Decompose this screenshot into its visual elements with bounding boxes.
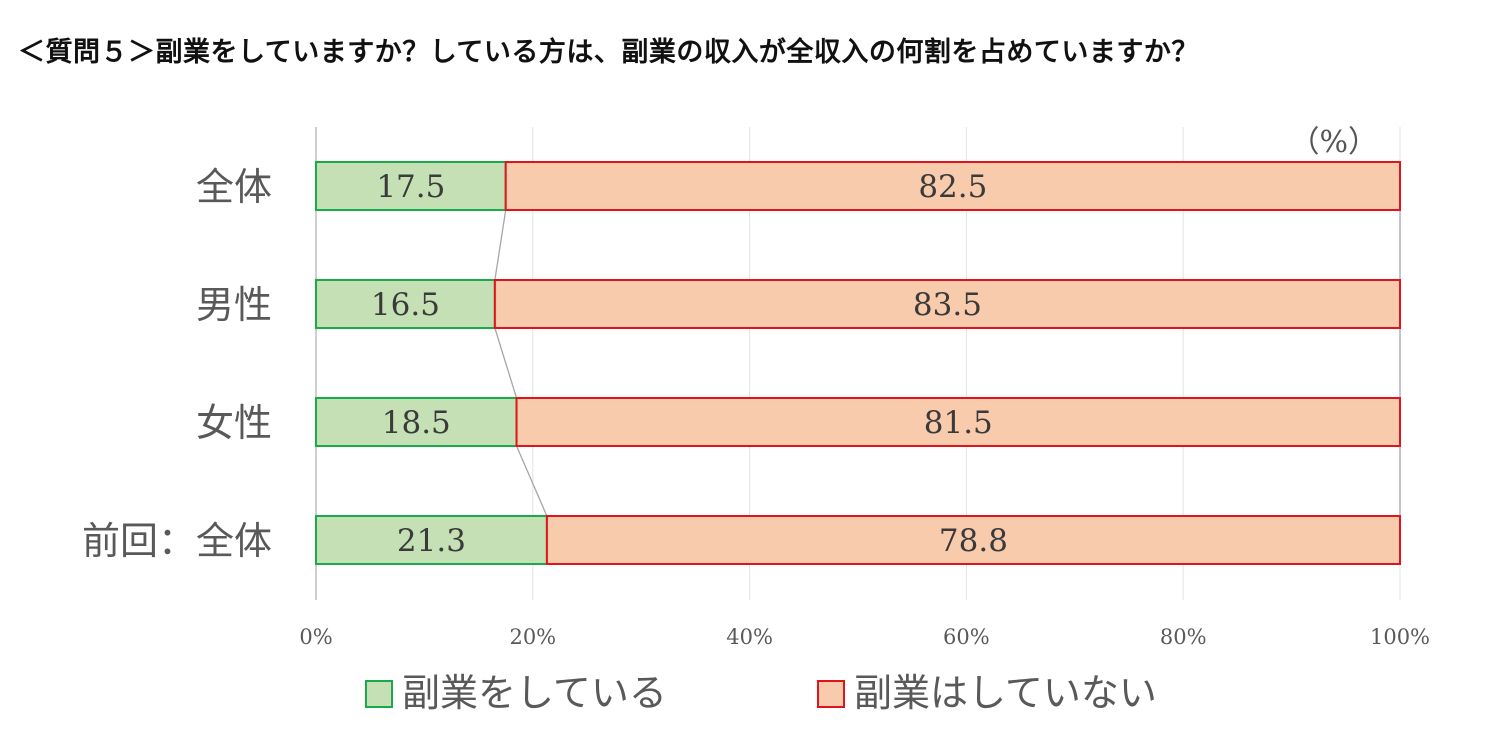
chart-title: ＜質問５＞副業をしていますか？している方は、副業の収入が全収入の何割を占めていま… [18,37,1199,68]
series-lines [494,209,1401,517]
legend-label: 副業はしていない [854,671,1157,715]
unit-label: （%） [1289,125,1378,160]
category-label: 前回：全体 [82,519,272,563]
x-tick-label: 0% [299,625,332,649]
legend: 副業をしている 副業はしていない [365,671,1157,715]
bar-side-job-yes [315,279,496,329]
data-label: 18.5 [382,405,451,441]
bars [315,161,1401,565]
x-tick-label: 100% [1370,625,1430,649]
legend-label: 副業をしている [402,671,667,715]
bar-side-job-no [515,397,1401,447]
x-tick-label: 80% [1160,625,1207,649]
category-label: 全体 [196,165,272,209]
bar-side-job-yes [315,161,507,211]
labels: 0% 20% 40% 60% 80% 100% 17.5 82.5 全体 16.5 83.5 男性 18… [82,165,1430,649]
data-label: 78.8 [939,523,1008,559]
legend-swatch [365,680,393,708]
series-line [494,209,507,281]
legend-swatch [817,680,845,708]
series-line [494,327,518,399]
series-line [515,445,548,517]
data-label: 81.5 [924,405,993,441]
x-tick-label: 40% [726,625,773,649]
bar-side-job-yes [315,397,518,447]
x-tick-label: 60% [943,625,990,649]
data-label: 83.5 [913,287,982,323]
bar-side-job-yes [315,515,548,565]
data-label: 17.5 [376,169,445,205]
category-label: 男性 [196,283,272,327]
bar-side-job-no [504,161,1401,211]
data-label: 82.5 [918,169,987,205]
data-label: 21.3 [397,523,466,559]
x-tick-label: 20% [509,625,556,649]
category-label: 女性 [196,401,272,445]
bar-side-job-no [545,515,1401,565]
bar-side-job-no [493,279,1401,329]
data-label: 16.5 [371,287,440,323]
